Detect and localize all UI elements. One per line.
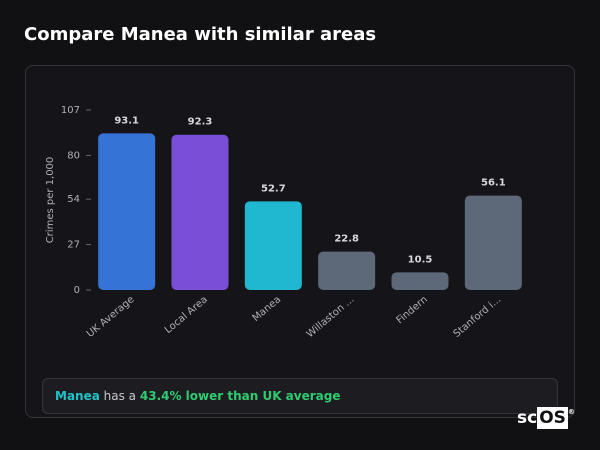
y-tick-label: 27	[67, 240, 80, 251]
bar	[318, 251, 376, 290]
value-label: 92.3	[188, 117, 213, 128]
logo-mark: ®	[567, 408, 575, 416]
bar	[98, 133, 156, 290]
y-tick-label: 80	[67, 150, 80, 161]
y-axis-label: Crimes per 1,000	[45, 157, 56, 244]
x-tick-label: Willaston ...	[305, 294, 357, 340]
x-tick-label: Manea	[251, 294, 284, 324]
value-label: 93.1	[114, 115, 139, 126]
logo: sc OS ®	[517, 407, 575, 429]
logo-prefix: sc	[517, 408, 538, 428]
bar	[244, 201, 302, 290]
summary: Manea has a 43.4% lower than UK average	[42, 378, 558, 414]
logo-boxed: OS	[537, 407, 568, 429]
y-tick-label: 0	[74, 285, 80, 296]
y-tick-label: 54	[67, 194, 80, 205]
value-label: 52.7	[261, 183, 286, 194]
summary-connector: has a	[103, 389, 137, 403]
summary-place: Manea	[55, 389, 100, 403]
bar	[391, 272, 449, 290]
value-label: 56.1	[481, 178, 506, 189]
y-tick-label: 107	[61, 105, 80, 116]
page-title: Compare Manea with similar areas	[24, 24, 377, 45]
x-tick-label: UK Average	[85, 294, 137, 340]
bar	[171, 134, 229, 290]
value-label: 22.8	[334, 234, 359, 245]
summary-comparison: 43.4% lower than UK average	[139, 389, 341, 403]
bar	[464, 195, 522, 290]
x-tick-label: Findern	[395, 294, 430, 326]
value-label: 10.5	[408, 254, 433, 265]
x-tick-label: Local Area	[163, 294, 210, 336]
x-tick-label: Stanford i...	[452, 294, 504, 340]
